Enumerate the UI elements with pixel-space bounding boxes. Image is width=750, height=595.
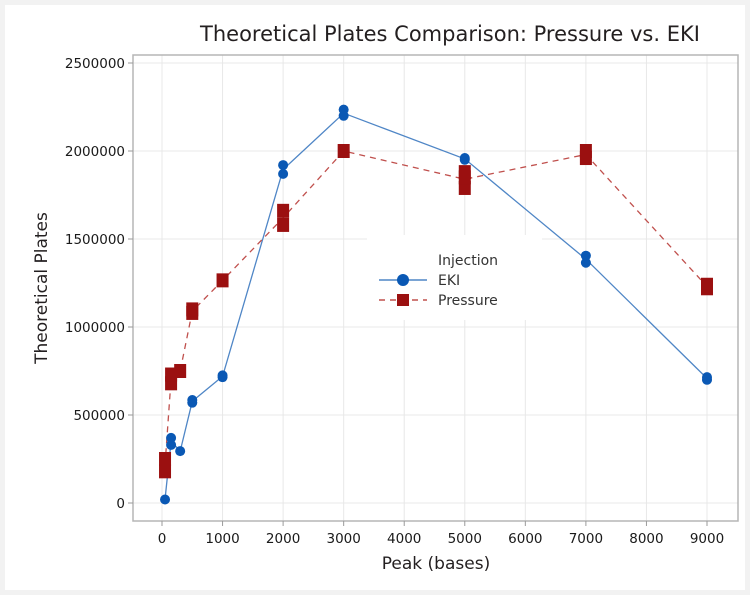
- marker-eki: [580, 250, 591, 261]
- x-tick-label: 7000: [569, 531, 603, 547]
- marker-eki: [278, 160, 289, 171]
- marker-eki: [580, 257, 591, 268]
- marker-eki: [278, 168, 289, 179]
- legend-eki-label: EKI: [438, 273, 460, 289]
- marker-pressure: [458, 165, 471, 180]
- legend-background: [367, 235, 542, 320]
- marker-pressure: [216, 273, 229, 288]
- legend: Injection EKI Pressure: [379, 253, 498, 309]
- x-tick-label: 4000: [387, 531, 421, 547]
- y-tick-label: 0: [116, 496, 125, 512]
- marker-eki: [160, 494, 171, 505]
- marker-eki: [338, 104, 349, 115]
- marker-eki: [166, 439, 177, 450]
- marker-pressure: [701, 277, 713, 292]
- marker-pressure: [579, 144, 592, 158]
- x-tick-label: 5000: [448, 531, 482, 547]
- legend-pressure-marker-icon: [397, 294, 409, 306]
- marker-pressure: [277, 217, 290, 232]
- marker-pressure: [174, 364, 187, 378]
- marker-eki: [217, 370, 228, 381]
- x-tick-label: 2000: [266, 531, 300, 547]
- marker-pressure: [337, 144, 350, 158]
- marker-pressure: [277, 203, 290, 218]
- chart-title: Theoretical Plates Comparison: Pressure …: [199, 22, 700, 46]
- y-axis-label: Theoretical Plates: [32, 212, 52, 365]
- x-tick-label: 3000: [326, 531, 360, 547]
- marker-eki: [175, 446, 186, 457]
- x-axis-ticks: 0 1000 2000 3000 4000 5000 6000 7000 8000 9000: [158, 521, 724, 547]
- chart: Theoretical Plates Comparison: Pressure …: [32, 22, 739, 574]
- y-tick-label: 2500000: [65, 56, 125, 72]
- legend-pressure-label: Pressure: [438, 293, 498, 309]
- figure: Theoretical Plates Comparison: Pressure …: [5, 5, 745, 590]
- x-tick-label: 1000: [205, 531, 239, 547]
- marker-pressure: [165, 367, 178, 382]
- marker-eki: [702, 372, 712, 383]
- legend-title: Injection: [438, 253, 498, 269]
- y-tick-label: 2000000: [65, 144, 125, 160]
- marker-eki: [166, 432, 177, 443]
- legend-entry-eki: EKI: [379, 273, 460, 289]
- x-axis-label: Peak (bases): [382, 554, 490, 574]
- x-tick-label: 6000: [508, 531, 542, 547]
- marker-pressure: [458, 180, 471, 195]
- x-tick-label: 0: [158, 531, 167, 547]
- x-tick-label: 8000: [629, 531, 663, 547]
- y-tick-label: 1000000: [65, 320, 125, 336]
- marker-eki: [459, 153, 470, 164]
- y-tick-label: 500000: [73, 408, 125, 424]
- legend-entry-pressure: Pressure: [379, 293, 498, 309]
- series-markers: [159, 104, 713, 505]
- legend-eki-marker-icon: [397, 274, 409, 286]
- x-tick-label: 9000: [690, 531, 724, 547]
- marker-pressure: [186, 302, 199, 317]
- y-axis-ticks: 0 500000 1000000 1500000 2000000 2500000: [65, 56, 133, 512]
- legend-background-group: [367, 235, 542, 320]
- y-tick-label: 1500000: [65, 232, 125, 248]
- marker-eki: [187, 395, 198, 406]
- marker-pressure: [159, 452, 172, 466]
- marker-pressure: [159, 464, 172, 479]
- plot-frame: [132, 54, 739, 522]
